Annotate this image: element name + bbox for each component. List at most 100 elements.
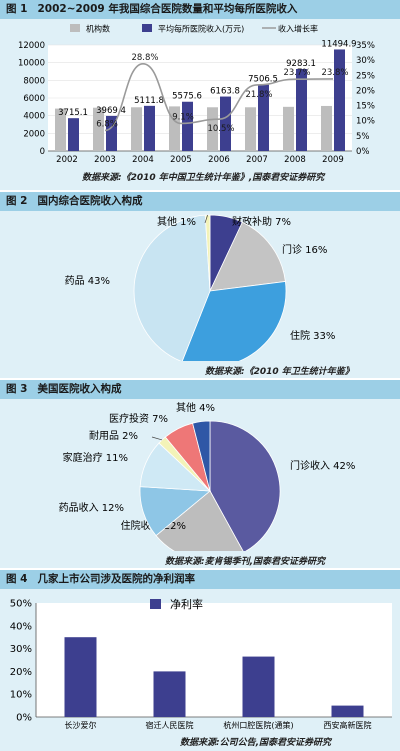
bar-value-label: 7506.5 [248, 75, 278, 85]
figure-4-panel: 图 4 几家上市公司涉及医院的净利润率 0% 10% 20% 30% 40% 50% 净利率长… [0, 570, 400, 751]
bar-value-label: 3715.1 [58, 108, 88, 118]
figure-4-title-bar: 图 4 几家上市公司涉及医院的净利润率 [0, 570, 400, 589]
bar-net-margin [331, 705, 364, 717]
y2-tick-label: 35% [356, 41, 375, 51]
pie-slice [209, 221, 286, 292]
y-tick-label: 10% [10, 690, 32, 701]
growth-line [104, 62, 334, 132]
pie-slice-label: 门诊收入 42% [290, 459, 355, 472]
x-tick-label: 2006 [208, 155, 230, 165]
x-tick-label: 2005 [170, 155, 192, 165]
figure-1-title: 2002~2009 年我国综合医院数量和平均每所医院收入 [37, 3, 298, 15]
divider-2 [0, 378, 400, 380]
bar-value-label: 9283.1 [286, 59, 316, 69]
legend-label: 净利率 [170, 597, 203, 611]
bar-count [283, 106, 294, 151]
line-value-label: 23.8% [321, 68, 348, 78]
y-tick-label: 40% [10, 621, 32, 632]
leader-line [204, 214, 208, 224]
chart-3-svg: 门诊收入 42%住院收入 22%药品收入 12%家庭治疗 11%耐用品 2%医疗… [59, 401, 355, 551]
figure-1-source: 数据来源:《2010 年中国卫生统计年鉴》,国泰君安证券研究 [82, 173, 325, 183]
y2-tick-label: 10% [356, 117, 375, 127]
bar-net-margin [64, 637, 97, 717]
line-value-label: 10.5% [207, 124, 234, 134]
legend-label: 收入增长率 [278, 24, 318, 34]
line-value-label: 28.8% [131, 53, 158, 63]
bar-value-label: 11494.9 [321, 39, 356, 49]
figure-1-title-bar: 图 1 2002~2009 年我国综合医院数量和平均每所医院收入 [0, 0, 400, 19]
y2-tick-label: 15% [356, 102, 375, 112]
bar-count [131, 107, 142, 151]
x-tick-label: 西安高新医院 [324, 720, 372, 730]
line-value-label: 6.8% [96, 119, 118, 129]
legend-swatch [70, 24, 80, 32]
y2-tick-label: 20% [356, 86, 375, 96]
bar-count [93, 107, 104, 151]
figure-2-title: 国内综合医院收入构成 [37, 195, 143, 207]
bar-count [245, 107, 256, 151]
line-value-label: 9.1% [172, 112, 194, 122]
pie-slice [155, 490, 244, 551]
pie-slice [192, 420, 211, 492]
figure-4-title: 几家上市公司涉及医院的净利润率 [37, 573, 195, 585]
chart-1-svg: 0 2000 4000 6000 8000 10000 12000 0% 5% 10% 15% 20%… [18, 24, 375, 166]
figure-1-label: 图 1 [6, 3, 28, 15]
x-tick-label: 宿迁人民医院 [146, 720, 194, 730]
figure-2-label: 图 2 [6, 195, 28, 207]
bar-revenue [68, 118, 79, 151]
x-tick-label: 2003 [94, 155, 116, 165]
pie-slice-label: 其他 1% [157, 215, 196, 228]
y2-tick-label: 30% [356, 56, 375, 66]
pie-slice-label: 其他 4% [176, 401, 215, 414]
figure-4-source: 数据来源:公司公告,国泰君安证券研究 [180, 738, 332, 748]
bar-revenue [106, 115, 117, 151]
y2-tick-label: 25% [356, 71, 375, 81]
bar-count [207, 107, 218, 151]
divider-3 [0, 568, 400, 570]
x-tick-label: 2008 [284, 155, 306, 165]
y-tick-label: 4000 [23, 112, 45, 122]
y-tick-label: 10000 [18, 59, 45, 69]
pie-slice [204, 214, 211, 292]
bar-revenue [296, 68, 307, 151]
bar-value-label: 3969.4 [96, 106, 126, 116]
figure-2-panel: 图 2 国内综合医院收入构成 财政补助 7% 门诊 16% 住院 33% 药品 43% 其… [0, 192, 400, 378]
y-tick-label: 12000 [18, 41, 45, 51]
bar-count [55, 108, 66, 151]
x-tick-label: 2007 [246, 155, 268, 165]
x-tick-label: 长沙爱尔 [65, 720, 97, 730]
pie-slice [181, 281, 287, 361]
figure-1-panel: 图 1 2002~2009 年我国综合医院数量和平均每所医院收入 0 2000 400… [0, 0, 400, 188]
line-value-label: 23.7% [283, 68, 310, 78]
bar-count [321, 105, 332, 151]
pie-slice-label: 家庭治疗 11% [63, 451, 128, 464]
pie-slice-label: 耐用品 2% [89, 429, 138, 442]
figure-3-panel: 图 3 美国医院收入构成 门诊收入 42% 住院收入 22% 药品收入 12% 家庭治疗… [0, 380, 400, 568]
y-tick-label: 0 [40, 147, 45, 157]
bar-value-label: 5111.8 [134, 96, 164, 106]
figure-2-title-bar: 图 2 国内综合医院收入构成 [0, 192, 400, 211]
x-tick-label: 2004 [132, 155, 154, 165]
y-tick-label: 8000 [23, 76, 45, 86]
y-tick-label: 20% [10, 667, 32, 678]
pie-slice [133, 214, 211, 361]
bar-revenue [220, 96, 231, 151]
y-tick-label: 30% [10, 644, 32, 655]
bar-value-label: 6163.8 [210, 87, 240, 97]
chart-2-svg: 财政补助 7%门诊 16%住院 33%药品 43%其他 1% [65, 214, 335, 361]
pie-slice [209, 420, 281, 551]
bar-count [169, 106, 180, 151]
bar-revenue [144, 105, 155, 151]
bar-net-margin [153, 671, 186, 717]
y2-tick-label: 0% [356, 147, 370, 157]
pie-slice-label: 药品收入 12% [59, 501, 124, 514]
figure-4-label: 图 4 [6, 573, 28, 585]
y-tick-label: 0% [16, 713, 32, 724]
y2-tick-label: 5% [356, 132, 370, 142]
figure-3-title-bar: 图 3 美国医院收入构成 [0, 380, 400, 399]
bar-revenue [182, 101, 193, 151]
figure-3-label: 图 3 [6, 383, 28, 395]
bar-net-margin [242, 656, 275, 717]
line-value-label: 21.8% [245, 90, 272, 100]
